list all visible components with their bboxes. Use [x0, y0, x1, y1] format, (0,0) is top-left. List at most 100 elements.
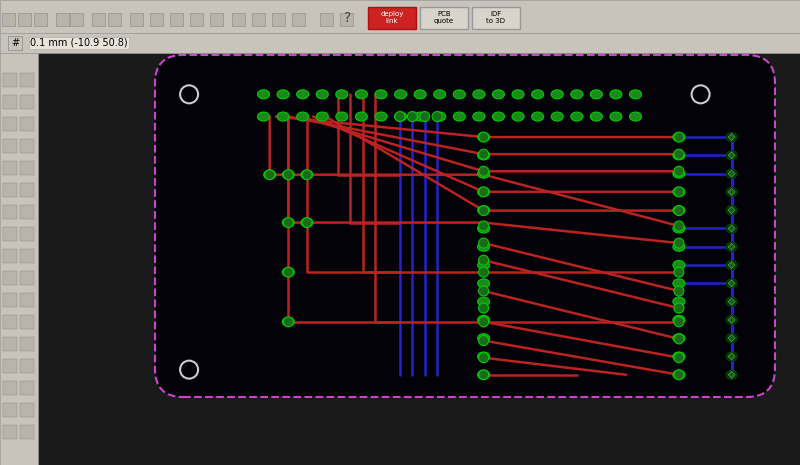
Bar [3, 161, 17, 175]
Circle shape [283, 218, 294, 227]
Ellipse shape [673, 169, 685, 178]
Ellipse shape [726, 169, 737, 178]
Ellipse shape [434, 112, 446, 121]
Bar [3, 381, 17, 395]
Bar [420, 7, 468, 29]
Circle shape [674, 187, 684, 197]
Circle shape [478, 336, 489, 345]
Bar [272, 13, 285, 26]
Bar [232, 13, 245, 26]
Ellipse shape [673, 370, 685, 379]
Circle shape [478, 370, 489, 380]
Ellipse shape [673, 297, 685, 306]
Ellipse shape [673, 206, 685, 215]
Ellipse shape [478, 133, 490, 141]
Ellipse shape [277, 112, 289, 121]
Ellipse shape [478, 334, 490, 343]
Bar [20, 293, 34, 307]
Circle shape [674, 303, 684, 313]
Ellipse shape [726, 242, 737, 251]
Bar [20, 161, 34, 175]
Bar [3, 337, 17, 351]
Ellipse shape [478, 260, 490, 270]
Circle shape [283, 317, 294, 327]
Ellipse shape [478, 370, 490, 379]
Ellipse shape [673, 352, 685, 361]
Circle shape [674, 221, 684, 231]
Bar [3, 425, 17, 439]
Bar [320, 13, 333, 26]
Circle shape [674, 317, 684, 327]
Bar [3, 139, 17, 153]
Circle shape [691, 86, 710, 103]
Circle shape [478, 221, 489, 231]
Text: ?: ? [344, 11, 352, 25]
Ellipse shape [264, 170, 276, 179]
Ellipse shape [316, 90, 328, 99]
Bar [20, 425, 34, 439]
Bar [56, 13, 69, 26]
Text: #: # [11, 38, 19, 48]
Bar [3, 293, 17, 307]
Ellipse shape [282, 170, 294, 179]
Ellipse shape [726, 370, 737, 379]
Bar [20, 249, 34, 263]
Bar [3, 117, 17, 131]
Bar [20, 359, 34, 373]
Circle shape [478, 352, 489, 363]
Ellipse shape [277, 90, 289, 99]
Circle shape [478, 187, 489, 197]
Bar [170, 13, 183, 26]
Ellipse shape [478, 297, 490, 306]
Ellipse shape [478, 206, 490, 215]
Ellipse shape [630, 112, 642, 121]
Circle shape [302, 218, 312, 227]
Ellipse shape [726, 151, 737, 160]
Bar [34, 13, 47, 26]
Ellipse shape [532, 90, 544, 99]
Ellipse shape [336, 90, 348, 99]
Ellipse shape [726, 279, 737, 288]
Ellipse shape [301, 218, 313, 227]
Ellipse shape [630, 90, 642, 99]
Circle shape [674, 166, 684, 176]
Bar [18, 13, 31, 26]
Circle shape [283, 170, 294, 179]
Ellipse shape [726, 224, 737, 233]
Ellipse shape [570, 90, 582, 99]
Circle shape [674, 132, 684, 142]
Polygon shape [728, 243, 735, 250]
Ellipse shape [282, 268, 294, 277]
Bar [292, 13, 305, 26]
Polygon shape [728, 335, 735, 342]
Ellipse shape [355, 90, 367, 99]
Circle shape [478, 166, 489, 176]
Bar [108, 13, 121, 26]
Text: 0.1 mm (-10.9 50.8): 0.1 mm (-10.9 50.8) [30, 38, 128, 48]
Ellipse shape [434, 90, 446, 99]
Bar [3, 403, 17, 417]
Bar [8, 36, 22, 50]
Ellipse shape [726, 297, 737, 306]
Bar [0, 33, 800, 53]
Ellipse shape [673, 279, 685, 288]
Bar [20, 271, 34, 285]
Ellipse shape [726, 206, 737, 215]
Bar [2, 13, 15, 26]
Ellipse shape [673, 315, 685, 325]
Polygon shape [728, 152, 735, 159]
Circle shape [478, 317, 489, 327]
Circle shape [674, 334, 684, 344]
Circle shape [674, 149, 684, 159]
Polygon shape [728, 280, 735, 287]
Ellipse shape [297, 90, 309, 99]
Circle shape [674, 238, 684, 248]
Ellipse shape [673, 260, 685, 270]
Bar [20, 403, 34, 417]
Ellipse shape [590, 112, 602, 121]
Bar [38, 53, 800, 465]
Bar [3, 183, 17, 197]
Text: IDF
to 3D: IDF to 3D [486, 12, 506, 25]
Polygon shape [728, 316, 735, 324]
Ellipse shape [478, 242, 490, 251]
